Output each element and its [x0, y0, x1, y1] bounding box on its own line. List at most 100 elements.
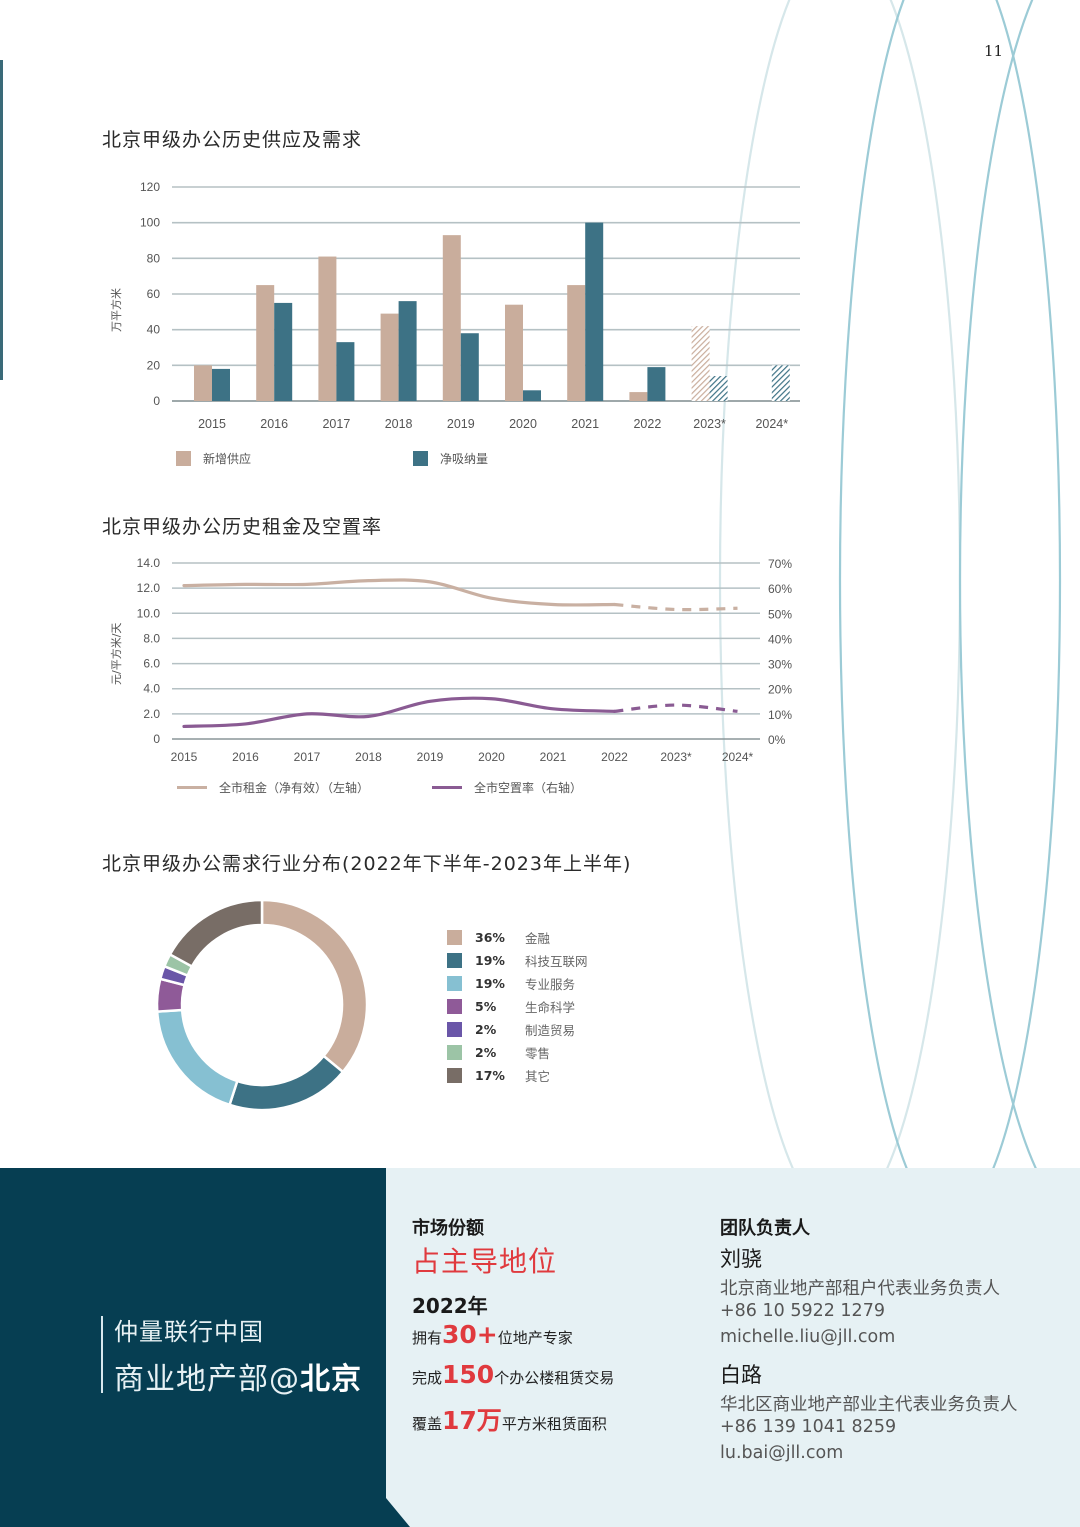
brand-company: 仲量联行中国: [114, 1318, 264, 1346]
svg-text:2021: 2021: [540, 750, 567, 764]
legend-pct: 2%: [475, 1022, 497, 1037]
donut-legend-item: 19% 专业服务: [447, 972, 588, 995]
legend-pct: 36%: [475, 930, 505, 945]
donut-legend-item: 2% 零售: [447, 1041, 588, 1064]
brand-department-prefix: 商业地产部@: [114, 1362, 300, 1397]
svg-text:2015: 2015: [198, 417, 226, 431]
svg-text:2023*: 2023*: [693, 417, 726, 431]
stat-number: 150: [442, 1360, 495, 1389]
donut-segment: [260, 898, 369, 1074]
svg-text:8.0: 8.0: [143, 631, 160, 645]
legend-rent: 全市租金（净有效）（左轴）: [177, 779, 369, 796]
svg-text:2019: 2019: [417, 750, 444, 764]
donut-segment: [227, 1054, 345, 1112]
person-phone[interactable]: +86 10 5922 1279: [720, 1301, 885, 1321]
svg-text:80: 80: [147, 251, 161, 265]
person-email[interactable]: michelle.liu@jll.com: [720, 1327, 896, 1347]
svg-text:2015: 2015: [171, 750, 198, 764]
svg-text:2023*: 2023*: [660, 750, 692, 764]
svg-text:100: 100: [140, 216, 160, 230]
svg-text:2017: 2017: [294, 750, 321, 764]
legend-swatch-supply: [176, 451, 191, 466]
donut-segment: [155, 1008, 239, 1107]
svg-text:10.0: 10.0: [137, 606, 161, 620]
footer-info-panel: [386, 1168, 1080, 1527]
legend-pct: 19%: [475, 953, 505, 968]
person-title: 华北区商业地产部业主代表业务负责人: [720, 1395, 1018, 1415]
chart1-y-axis-label: 万平方米: [110, 288, 123, 332]
stat-experts: 拥有30+位地产专家: [412, 1320, 573, 1349]
market-share-heading: 市场份额: [412, 1218, 484, 1239]
legend-swatch: [447, 953, 462, 968]
chart2-title: 北京甲级办公历史租金及空置率: [102, 516, 383, 538]
svg-text:2022: 2022: [633, 417, 661, 431]
legend-label-vacancy: 全市空置率（右轴）: [474, 781, 583, 795]
svg-text:60%: 60%: [768, 582, 792, 596]
legend-net-absorption: 净吸纳量: [413, 450, 488, 467]
svg-text:50%: 50%: [768, 607, 792, 621]
chart2-y-axis-label-wrap: 元/平方米/天: [102, 600, 130, 690]
legend-vacancy: 全市空置率（右轴）: [432, 779, 582, 796]
svg-text:20: 20: [147, 358, 161, 372]
legend-line-vacancy: [432, 786, 462, 789]
legend-swatch: [447, 1068, 462, 1083]
legend-pct: 2%: [475, 1045, 497, 1060]
stat-pre: 完成: [412, 1369, 443, 1387]
donut-legend-item: 17% 其它: [447, 1064, 588, 1087]
legend-label: 其它: [525, 1069, 551, 1084]
svg-text:2024*: 2024*: [722, 750, 754, 764]
legend-swatch: [447, 976, 462, 991]
chart2-y-axis-label: 元/平方米/天: [110, 622, 123, 685]
stat-post: 位地产专家: [497, 1329, 573, 1347]
person-email[interactable]: lu.bai@jll.com: [720, 1443, 844, 1463]
legend-new-supply: 新增供应: [176, 450, 251, 467]
donut-legend-item: 19% 科技互联网: [447, 949, 588, 972]
svg-text:2018: 2018: [355, 750, 382, 764]
donut-legend-item: 2% 制造贸易: [447, 1018, 588, 1041]
svg-text:2022: 2022: [601, 750, 628, 764]
svg-text:0: 0: [153, 394, 160, 408]
person-phone[interactable]: +86 139 1041 8259: [720, 1417, 897, 1437]
svg-text:2018: 2018: [385, 417, 413, 431]
stat-number: 17万: [442, 1406, 502, 1435]
legend-pct: 17%: [475, 1068, 505, 1083]
team-heading: 团队负责人: [720, 1218, 810, 1239]
chart3-title: 北京甲级办公需求行业分布(2022年下半年-2023年上半年): [102, 853, 632, 875]
svg-text:0: 0: [153, 732, 160, 746]
legend-pct: 19%: [475, 976, 505, 991]
donut-legend-item: 36% 金融: [447, 926, 588, 949]
stat-pre: 拥有: [412, 1329, 443, 1347]
svg-text:2019: 2019: [447, 417, 475, 431]
legend-label-rent: 全市租金（净有效）（左轴）: [219, 781, 370, 795]
legend-label: 专业服务: [525, 977, 576, 992]
svg-text:120: 120: [140, 180, 160, 194]
svg-text:2.0: 2.0: [143, 707, 160, 721]
svg-text:40: 40: [147, 323, 161, 337]
donut-segment: [168, 898, 264, 969]
stat-number: 30+: [442, 1320, 498, 1349]
svg-text:12.0: 12.0: [137, 581, 161, 595]
brand-divider: [101, 1316, 103, 1393]
legend-pct: 5%: [475, 999, 497, 1014]
svg-text:2021: 2021: [571, 417, 599, 431]
svg-text:2017: 2017: [322, 417, 350, 431]
chart1-title: 北京甲级办公历史供应及需求: [102, 129, 363, 151]
market-share-headline: 占主导地位: [412, 1245, 558, 1278]
footer-brand-panel: [0, 1168, 410, 1527]
stat-pre: 覆盖: [412, 1415, 443, 1433]
legend-label: 零售: [525, 1046, 551, 1061]
person-title: 北京商业地产部租户代表业务负责人: [720, 1279, 1000, 1299]
svg-text:30%: 30%: [768, 658, 792, 672]
svg-text:40%: 40%: [768, 632, 792, 646]
left-edge-strip: [0, 60, 3, 380]
legend-label: 制造贸易: [525, 1023, 576, 1038]
svg-text:2024*: 2024*: [755, 417, 788, 431]
svg-text:60: 60: [147, 287, 161, 301]
svg-text:6.0: 6.0: [143, 657, 160, 671]
stat-transactions: 完成150个办公楼租赁交易: [412, 1360, 614, 1389]
legend-swatch: [447, 1022, 462, 1037]
legend-label: 金融: [525, 931, 551, 946]
svg-text:20%: 20%: [768, 683, 792, 697]
svg-text:70%: 70%: [768, 557, 792, 571]
brand-department: 商业地产部@北京: [114, 1354, 362, 1398]
